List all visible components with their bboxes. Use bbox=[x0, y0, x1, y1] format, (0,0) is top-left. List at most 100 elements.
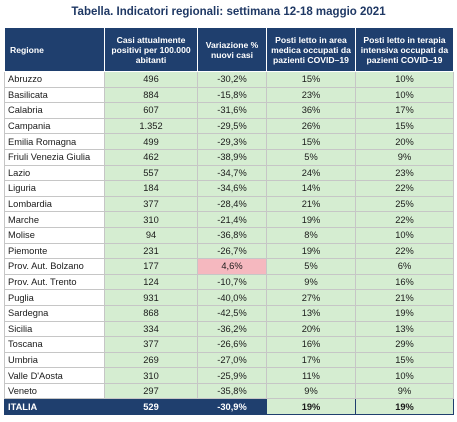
cell-medical: 24% bbox=[266, 164, 356, 182]
cell-medical: 27% bbox=[266, 289, 356, 306]
table-row: Sicilia 334 -36,2% 20% 13% bbox=[4, 320, 454, 338]
cell-cases: 1.352 bbox=[104, 117, 198, 135]
table-row: Liguria 184 -34,6% 14% 22% bbox=[4, 180, 454, 197]
cell-cases: 462 bbox=[104, 148, 198, 166]
cell-cases: 297 bbox=[104, 382, 198, 400]
cell-region: Sardegna bbox=[4, 304, 105, 322]
cell-icu: 20% bbox=[355, 133, 454, 150]
cell-icu: 16% bbox=[355, 273, 454, 291]
cell-region: Prov. Aut. Bolzano bbox=[4, 258, 105, 275]
cell-medical: 20% bbox=[266, 320, 356, 338]
cell-medical: 16% bbox=[266, 336, 356, 353]
cell-icu: 25% bbox=[355, 195, 454, 213]
cell-cases: 607 bbox=[104, 102, 198, 119]
cell-icu: 9% bbox=[355, 148, 454, 166]
cell-variation: -34,6% bbox=[197, 180, 267, 197]
total-cell-cases: 529 bbox=[104, 398, 198, 416]
cell-region: Umbria bbox=[4, 351, 105, 369]
cell-region: Piemonte bbox=[4, 242, 105, 260]
cell-variation: -30,2% bbox=[197, 71, 267, 88]
cell-medical: 19% bbox=[266, 242, 356, 260]
cell-medical: 36% bbox=[266, 102, 356, 119]
total-cell-medical: 19% bbox=[266, 398, 356, 416]
cell-variation: -34,7% bbox=[197, 164, 267, 182]
cell-medical: 5% bbox=[266, 258, 356, 275]
cell-variation: -27,0% bbox=[197, 351, 267, 369]
cell-variation: -10,7% bbox=[197, 273, 267, 291]
table-row: Lazio 557 -34,7% 24% 23% bbox=[4, 164, 454, 182]
header-cases: Casi attualmente positivi per 100.000 ab… bbox=[104, 27, 198, 72]
cell-medical: 21% bbox=[266, 195, 356, 213]
cell-icu: 10% bbox=[355, 71, 454, 88]
cell-region: Toscana bbox=[4, 336, 105, 353]
cell-medical: 15% bbox=[266, 133, 356, 150]
header-region: Regione bbox=[4, 27, 105, 72]
table-row: Emilia Romagna 499 -29,3% 15% 20% bbox=[4, 133, 454, 150]
cell-region: Lombardia bbox=[4, 195, 105, 213]
cell-variation: -26,7% bbox=[197, 242, 267, 260]
regional-indicators-table: Regione Casi attualmente positivi per 10… bbox=[4, 27, 454, 416]
table-body: Abruzzo 496 -30,2% 15% 10% Basilicata 884 -15,8… bbox=[4, 71, 454, 416]
table-row: Veneto 297 -35,8% 9% 9% bbox=[4, 382, 454, 400]
cell-medical: 19% bbox=[266, 211, 356, 228]
cell-medical: 14% bbox=[266, 180, 356, 197]
cell-region: Basilicata bbox=[4, 86, 105, 104]
cell-icu: 17% bbox=[355, 102, 454, 119]
cell-cases: 184 bbox=[104, 180, 198, 197]
cell-icu: 10% bbox=[355, 226, 454, 244]
cell-region: Puglia bbox=[4, 289, 105, 306]
cell-variation: -29,5% bbox=[197, 117, 267, 135]
cell-icu: 10% bbox=[355, 367, 454, 384]
cell-cases: 377 bbox=[104, 195, 198, 213]
cell-cases: 931 bbox=[104, 289, 198, 306]
cell-variation: -21,4% bbox=[197, 211, 267, 228]
cell-icu: 13% bbox=[355, 320, 454, 338]
cell-medical: 26% bbox=[266, 117, 356, 135]
cell-variation: -25,9% bbox=[197, 367, 267, 384]
table-row: Friuli Venezia Giulia 462 -38,9% 5% 9% bbox=[4, 148, 454, 166]
cell-cases: 496 bbox=[104, 71, 198, 88]
cell-variation: -31,6% bbox=[197, 102, 267, 119]
table-row: Calabria 607 -31,6% 36% 17% bbox=[4, 102, 454, 119]
cell-region: Valle D'Aosta bbox=[4, 367, 105, 384]
total-cell-variation: -30,9% bbox=[197, 398, 267, 416]
cell-variation: -26,6% bbox=[197, 336, 267, 353]
cell-cases: 94 bbox=[104, 226, 198, 244]
cell-icu: 10% bbox=[355, 86, 454, 104]
cell-medical: 23% bbox=[266, 86, 356, 104]
table-title: Tabella. Indicatori regionali: settimana… bbox=[71, 6, 386, 18]
table-row: Marche 310 -21,4% 19% 22% bbox=[4, 211, 454, 228]
cell-variation: -28,4% bbox=[197, 195, 267, 213]
cell-region: Sicilia bbox=[4, 320, 105, 338]
cell-medical: 15% bbox=[266, 71, 356, 88]
header-medical-beds: Posti letto in area medica occupati da p… bbox=[266, 27, 356, 72]
cell-icu: 29% bbox=[355, 336, 454, 353]
cell-region: Calabria bbox=[4, 102, 105, 119]
table-row: Abruzzo 496 -30,2% 15% 10% bbox=[4, 71, 454, 88]
table-row: Basilicata 884 -15,8% 23% 10% bbox=[4, 86, 454, 104]
header-icu-beds: Posti letto in terapia intensiva occupat… bbox=[355, 27, 454, 72]
cell-icu: 22% bbox=[355, 242, 454, 260]
table-row: Prov. Aut. Trento 124 -10,7% 9% 16% bbox=[4, 273, 454, 291]
cell-variation: -38,9% bbox=[197, 148, 267, 166]
cell-medical: 13% bbox=[266, 304, 356, 322]
cell-cases: 377 bbox=[104, 336, 198, 353]
cell-icu: 22% bbox=[355, 211, 454, 228]
cell-variation: 4,6% bbox=[197, 258, 267, 275]
cell-region: Abruzzo bbox=[4, 71, 105, 88]
cell-region: Emilia Romagna bbox=[4, 133, 105, 150]
cell-medical: 9% bbox=[266, 382, 356, 400]
cell-medical: 5% bbox=[266, 148, 356, 166]
cell-cases: 231 bbox=[104, 242, 198, 260]
cell-icu: 15% bbox=[355, 351, 454, 369]
cell-variation: -36,2% bbox=[197, 320, 267, 338]
cell-medical: 8% bbox=[266, 226, 356, 244]
cell-icu: 23% bbox=[355, 164, 454, 182]
cell-region: Lazio bbox=[4, 164, 105, 182]
table-row: Piemonte 231 -26,7% 19% 22% bbox=[4, 242, 454, 260]
table-row: Lombardia 377 -28,4% 21% 25% bbox=[4, 195, 454, 213]
table-row: Molise 94 -36,8% 8% 10% bbox=[4, 226, 454, 244]
cell-medical: 9% bbox=[266, 273, 356, 291]
cell-region: Prov. Aut. Trento bbox=[4, 273, 105, 291]
cell-icu: 6% bbox=[355, 258, 454, 275]
